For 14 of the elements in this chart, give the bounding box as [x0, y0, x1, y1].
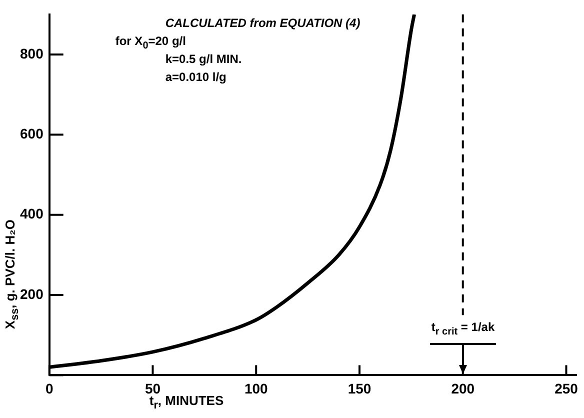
annotation: a=0.010 l/g: [165, 70, 226, 84]
x-tick-label: 150: [348, 380, 372, 396]
y-tick-label: 800: [20, 45, 44, 62]
annotation: CALCULATED from EQUATION (4): [165, 16, 360, 30]
y-tick-label: 600: [20, 126, 44, 142]
x-tick-label: 250: [554, 380, 578, 396]
x-tick-label: 200: [451, 380, 475, 396]
x-tick-label: 100: [244, 380, 268, 396]
annotation: for X$_{0}$=20 g/l: [115, 34, 186, 52]
x-tick-label: 0: [45, 380, 54, 396]
y-tick-label: 200: [20, 286, 44, 302]
annotation: t$_{r crit}$ = 1/ak: [431, 320, 495, 338]
y-tick-label: 400: [20, 206, 44, 222]
annotation: k=0.5 g/l MIN.: [165, 52, 242, 66]
